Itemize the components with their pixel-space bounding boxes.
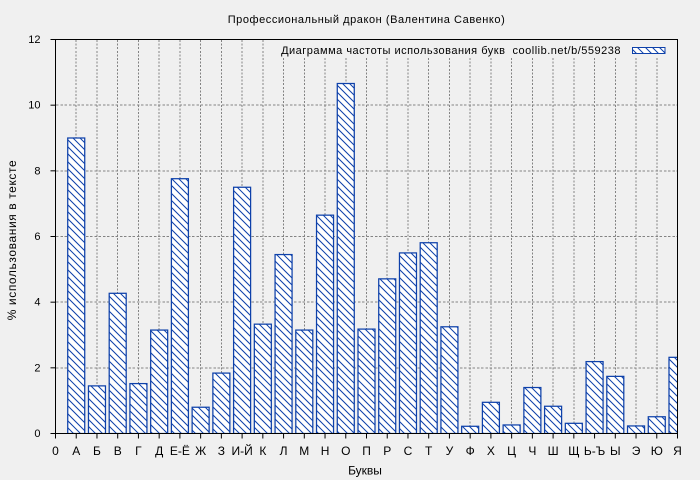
svg-text:Ы: Ы [610, 444, 621, 458]
svg-text:Буквы: Буквы [348, 464, 382, 478]
svg-text:А: А [72, 444, 80, 458]
svg-text:Х: Х [487, 444, 495, 458]
svg-text:С: С [404, 444, 413, 458]
svg-text:Р: Р [383, 444, 391, 458]
svg-text:Б: Б [93, 444, 101, 458]
svg-text:Ь-Ъ: Ь-Ъ [584, 444, 605, 458]
svg-text:З: З [218, 444, 225, 458]
svg-text:Ш: Ш [548, 444, 559, 458]
svg-text:% использования в тексте: % использования в тексте [5, 160, 19, 321]
svg-text:0: 0 [34, 428, 40, 440]
svg-text:Профессиональный дракон (Вален: Профессиональный дракон (Валентина Савен… [228, 14, 506, 26]
svg-text:М: М [299, 444, 309, 458]
svg-text:Ю: Ю [651, 444, 663, 458]
svg-text:Диаграмма частоты использовани: Диаграмма частоты использования букв coo… [281, 45, 621, 57]
svg-text:Л: Л [280, 444, 288, 458]
svg-text:12: 12 [28, 34, 40, 46]
svg-text:Т: Т [425, 444, 433, 458]
svg-text:Э: Э [632, 444, 641, 458]
svg-text:У: У [446, 444, 454, 458]
svg-text:Г: Г [135, 444, 142, 458]
svg-text:И-Й: И-Й [231, 443, 252, 458]
svg-text:8: 8 [34, 165, 40, 177]
svg-text:Н: Н [321, 444, 330, 458]
svg-text:6: 6 [34, 231, 40, 243]
svg-text:0: 0 [52, 444, 59, 458]
svg-text:В: В [114, 444, 122, 458]
svg-text:Ч: Ч [528, 444, 536, 458]
svg-text:О: О [341, 444, 350, 458]
svg-text:Щ: Щ [568, 444, 579, 458]
svg-text:К: К [259, 444, 266, 458]
svg-text:10: 10 [28, 100, 40, 112]
svg-text:Я: Я [673, 444, 682, 458]
svg-text:4: 4 [34, 297, 40, 309]
svg-text:Е-Ё: Е-Ё [170, 444, 190, 458]
svg-text:Ц: Ц [507, 444, 516, 458]
svg-text:П: П [362, 444, 371, 458]
svg-text:Д: Д [155, 444, 163, 458]
svg-text:Ж: Ж [195, 444, 206, 458]
svg-text:2: 2 [34, 362, 40, 374]
svg-text:Ф: Ф [466, 444, 475, 458]
